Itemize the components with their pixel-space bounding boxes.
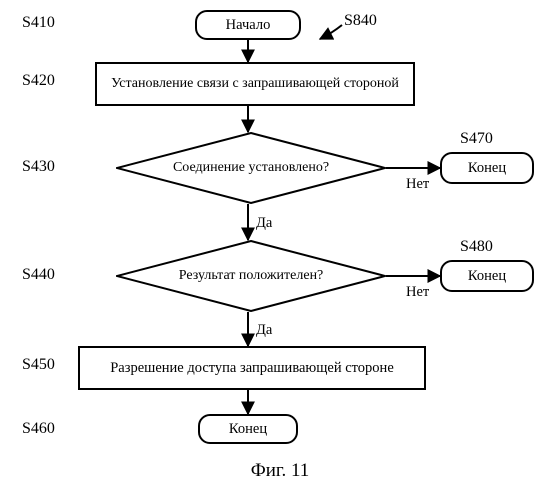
s420-process: Установление связи с запрашивающей сторо…	[95, 62, 415, 106]
end460-node: Конец	[198, 414, 298, 444]
flowchart: { "type": "flowchart", "figure_caption":…	[0, 0, 560, 500]
start-text: Начало	[226, 17, 271, 34]
label-s420: S420	[22, 72, 55, 90]
end480-node: Конец	[440, 260, 534, 292]
label-s470: S470	[460, 130, 493, 148]
s450-process: Разрешение доступа запрашивающей стороне	[78, 346, 426, 390]
label-s450: S450	[22, 356, 55, 374]
end470-node: Конец	[440, 152, 534, 184]
s430-decision: Соединение установлено?	[116, 132, 386, 204]
s420-text: Установление связи с запрашивающей сторо…	[111, 76, 399, 92]
edge-yes-2: Да	[256, 322, 272, 339]
end460-text: Конец	[229, 421, 267, 438]
s430-text: Соединение установлено?	[173, 160, 329, 176]
end480-text: Конец	[468, 268, 506, 285]
edge-yes-1: Да	[256, 215, 272, 232]
end470-text: Конец	[468, 160, 506, 177]
s440-decision: Результат положителен?	[116, 240, 386, 312]
start-node: Начало	[195, 10, 301, 40]
s440-text: Результат положителен?	[179, 268, 324, 284]
edge-no-1: Нет	[406, 176, 429, 193]
label-s840: S840	[344, 12, 377, 30]
s450-text: Разрешение доступа запрашивающей стороне	[110, 360, 394, 377]
label-s480: S480	[460, 238, 493, 256]
figure-caption: Фиг. 11	[0, 460, 560, 482]
label-s440: S440	[22, 266, 55, 284]
label-s460: S460	[22, 420, 55, 438]
label-s430: S430	[22, 158, 55, 176]
label-s410: S410	[22, 14, 55, 32]
edge-no-2: Нет	[406, 284, 429, 301]
